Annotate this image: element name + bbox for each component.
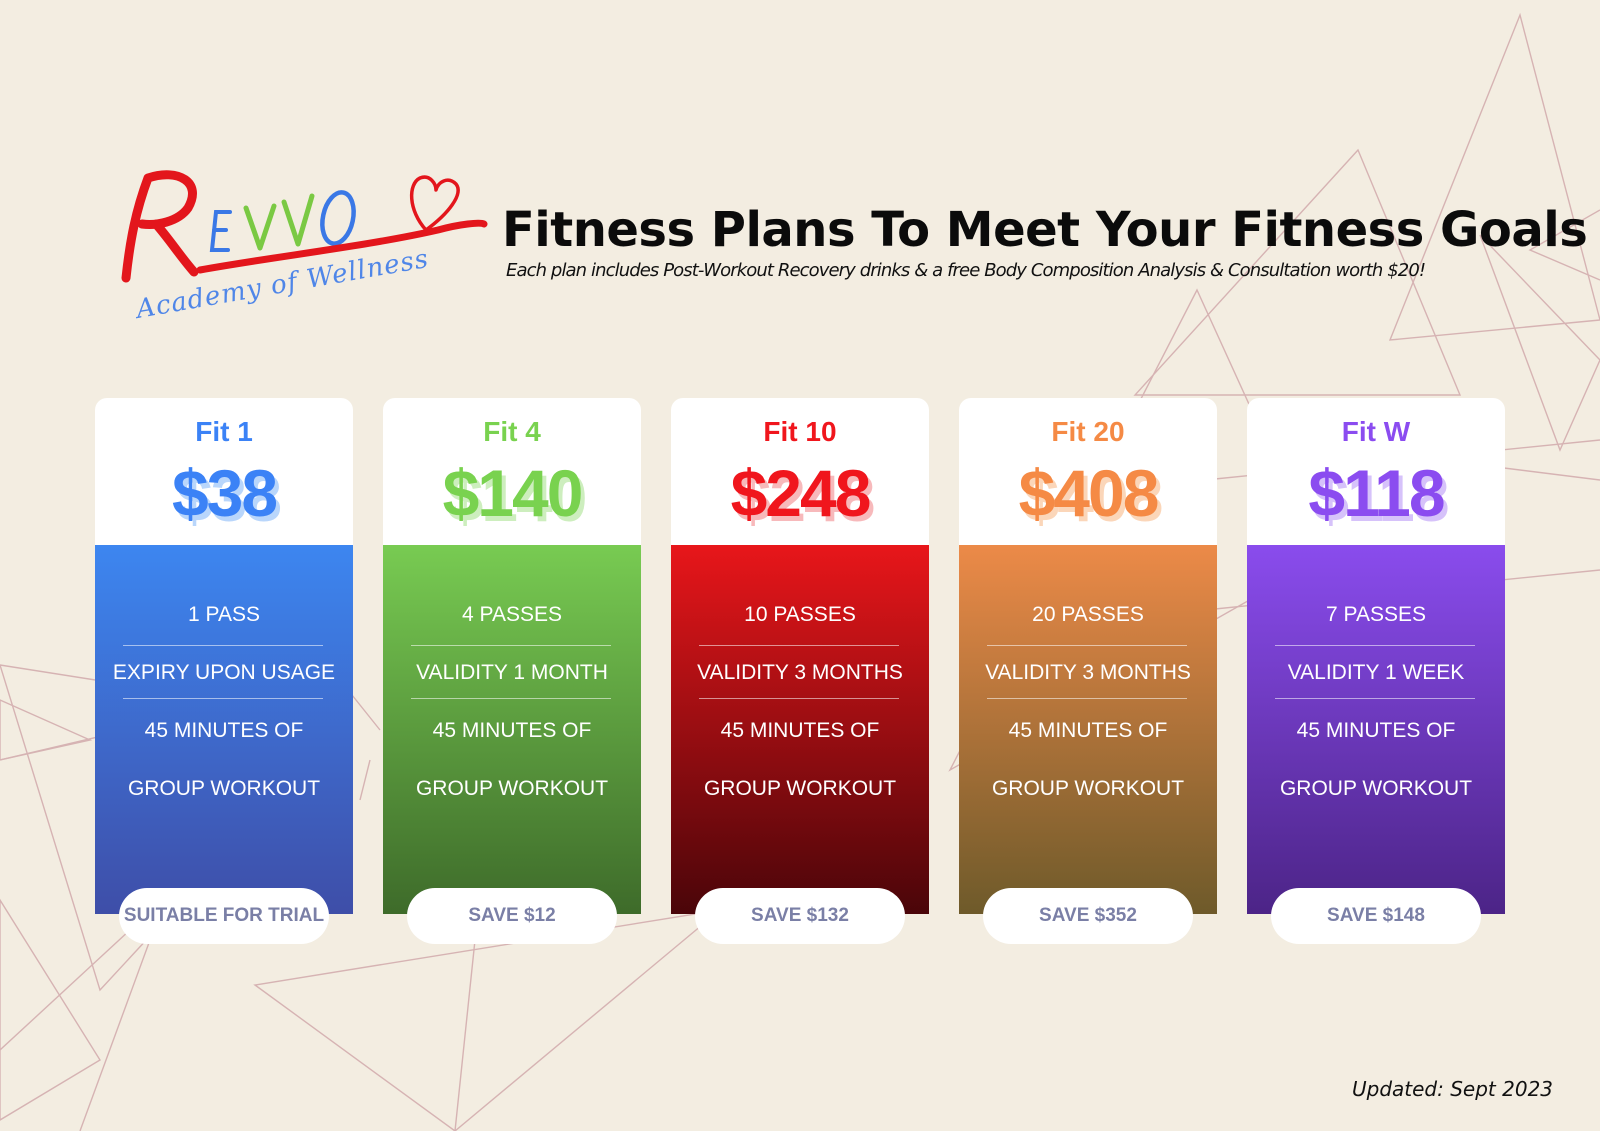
plan-card-header: Fit 1 $38 bbox=[95, 398, 353, 545]
plan-card-header: Fit 10 $248 bbox=[671, 398, 929, 545]
plan-features: 4 PASSES VALIDITY 1 MONTH 45 MINUTES OF … bbox=[383, 545, 641, 914]
plan-name: Fit 4 bbox=[483, 416, 541, 447]
plan-price: $118 bbox=[1308, 456, 1445, 530]
feature-workout-type: GROUP WORKOUT bbox=[415, 777, 609, 800]
updated-date: Updated: Sept 2023 bbox=[1352, 1077, 1554, 1101]
feature-divider bbox=[987, 698, 1187, 699]
feature-validity: VALIDITY 1 MONTH bbox=[416, 661, 608, 684]
feature-validity: VALIDITY 3 MONTHS bbox=[697, 661, 903, 684]
plan-badge-button[interactable]: SAVE $132 bbox=[695, 888, 905, 944]
plan-card-fit-1[interactable]: Fit 1 $38 1 PASS EXPIRY UPON USAGE 45 MI… bbox=[95, 398, 353, 944]
plan-card-header: Fit W $118 bbox=[1247, 398, 1505, 545]
feature-duration: 45 MINUTES OF bbox=[720, 719, 880, 742]
feature-duration: 45 MINUTES OF bbox=[144, 719, 304, 742]
plan-card-fit-10[interactable]: Fit 10 $248 10 PASSES VALIDITY 3 MONTHS … bbox=[671, 398, 929, 944]
plan-cards: Fit 1 $38 1 PASS EXPIRY UPON USAGE 45 MI… bbox=[95, 398, 1507, 958]
feature-passes: 20 PASSES bbox=[1032, 603, 1144, 626]
feature-workout-type: GROUP WORKOUT bbox=[703, 777, 897, 800]
plan-price: $140 bbox=[442, 456, 584, 530]
feature-divider bbox=[987, 645, 1187, 646]
plan-features: 20 PASSES VALIDITY 3 MONTHS 45 MINUTES O… bbox=[959, 545, 1217, 914]
plan-features: 10 PASSES VALIDITY 3 MONTHS 45 MINUTES O… bbox=[671, 545, 929, 914]
page-subtitle: Each plan includes Post-Workout Recovery… bbox=[506, 260, 1426, 281]
plan-price: $248 bbox=[730, 456, 872, 530]
feature-divider bbox=[123, 698, 323, 699]
feature-passes: 7 PASSES bbox=[1326, 603, 1426, 626]
plan-card-fit-w[interactable]: Fit W $118 7 PASSES VALIDITY 1 WEEK 45 M… bbox=[1247, 398, 1505, 944]
feature-workout-type: GROUP WORKOUT bbox=[1279, 777, 1473, 800]
feature-passes: 10 PASSES bbox=[744, 603, 856, 626]
feature-divider bbox=[123, 645, 323, 646]
feature-duration: 45 MINUTES OF bbox=[432, 719, 592, 742]
plan-price: $408 bbox=[1018, 456, 1160, 530]
feature-divider bbox=[699, 645, 899, 646]
page-header: Fitness Plans To Meet Your Fitness Goals… bbox=[502, 202, 1588, 302]
feature-validity: EXPIRY UPON USAGE bbox=[112, 661, 336, 684]
plan-name: Fit 10 bbox=[763, 416, 837, 447]
plan-features: 7 PASSES VALIDITY 1 WEEK 45 MINUTES OF G… bbox=[1247, 545, 1505, 914]
feature-divider bbox=[411, 698, 611, 699]
plan-features: 1 PASS EXPIRY UPON USAGE 45 MINUTES OF G… bbox=[95, 545, 353, 914]
feature-divider bbox=[411, 645, 611, 646]
page-title: Fitness Plans To Meet Your Fitness Goals bbox=[502, 202, 1588, 258]
plan-card-fit-20[interactable]: Fit 20 $408 20 PASSES VALIDITY 3 MONTHS … bbox=[959, 398, 1217, 944]
feature-workout-type: GROUP WORKOUT bbox=[991, 777, 1185, 800]
plan-card-fit-4[interactable]: Fit 4 $140 4 PASSES VALIDITY 1 MONTH 45 … bbox=[383, 398, 641, 944]
plan-badge-button[interactable]: SAVE $352 bbox=[983, 888, 1193, 944]
feature-duration: 45 MINUTES OF bbox=[1296, 719, 1456, 742]
feature-passes: 1 PASS bbox=[188, 603, 260, 626]
feature-divider bbox=[699, 698, 899, 699]
plan-badge-button[interactable]: SAVE $148 bbox=[1271, 888, 1481, 944]
plan-name: Fit 20 bbox=[1051, 416, 1125, 447]
plan-price: $38 bbox=[171, 456, 278, 530]
feature-duration: 45 MINUTES OF bbox=[1008, 719, 1168, 742]
plan-badge-button[interactable]: SUITABLE FOR TRIAL bbox=[119, 888, 329, 944]
feature-divider bbox=[1275, 698, 1475, 699]
revvo-logo: Academy of Wellness bbox=[121, 170, 488, 325]
plan-name: Fit 1 bbox=[195, 416, 253, 447]
feature-validity: VALIDITY 1 WEEK bbox=[1287, 661, 1465, 684]
plan-card-header: Fit 20 $408 bbox=[959, 398, 1217, 545]
plan-name: Fit W bbox=[1341, 416, 1411, 447]
feature-workout-type: GROUP WORKOUT bbox=[127, 777, 321, 800]
feature-divider bbox=[1275, 645, 1475, 646]
plan-card-header: Fit 4 $140 bbox=[383, 398, 641, 545]
feature-validity: VALIDITY 3 MONTHS bbox=[985, 661, 1191, 684]
feature-passes: 4 PASSES bbox=[462, 603, 562, 626]
plan-badge-button[interactable]: SAVE $12 bbox=[407, 888, 617, 944]
